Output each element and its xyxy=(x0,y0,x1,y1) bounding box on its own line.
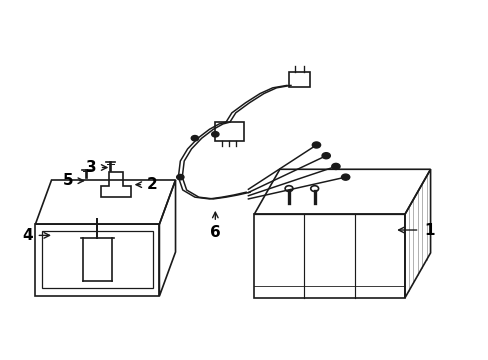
Circle shape xyxy=(211,132,219,137)
Circle shape xyxy=(331,163,339,170)
Text: 2: 2 xyxy=(146,177,157,192)
Circle shape xyxy=(191,135,198,141)
Text: 3: 3 xyxy=(86,160,97,175)
Circle shape xyxy=(341,174,349,180)
Circle shape xyxy=(322,153,329,159)
Text: 1: 1 xyxy=(424,222,434,238)
Circle shape xyxy=(176,175,183,180)
Text: 4: 4 xyxy=(22,228,33,243)
Circle shape xyxy=(312,142,320,148)
Text: 6: 6 xyxy=(209,225,220,240)
Text: 5: 5 xyxy=(62,173,73,188)
